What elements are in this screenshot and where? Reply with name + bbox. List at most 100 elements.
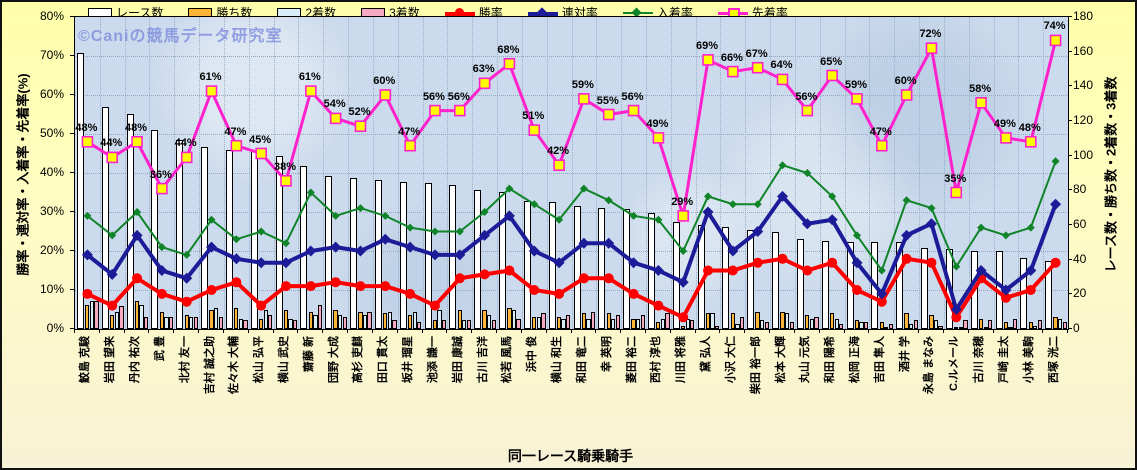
placing_rate-marker	[406, 223, 415, 232]
win_rate-marker	[206, 285, 217, 295]
finish_ahead_rate-data-label: 47%	[869, 125, 892, 138]
thirds-bar	[764, 322, 769, 329]
win_rate-marker	[901, 253, 912, 264]
placing_rate-marker	[629, 211, 638, 220]
quinella_rate-line	[86, 193, 1058, 315]
x-category-label: 和田 竜二	[575, 336, 588, 384]
thirds-bar	[715, 325, 720, 329]
x-category-label: 松岡 正海	[848, 336, 861, 384]
races-bar	[523, 200, 531, 329]
win_rate-marker	[752, 257, 763, 268]
left-axis-tick	[70, 328, 74, 329]
win_rate-marker	[727, 265, 738, 276]
x-axis-tick	[992, 329, 994, 333]
wins-bar	[159, 311, 164, 329]
x-category-label: 鮫島 克駿	[79, 336, 92, 384]
x-axis-title: 同一レース騎乗騎手	[507, 448, 634, 464]
quinella_rate-marker	[901, 229, 913, 241]
x-axis-tick	[1042, 329, 1044, 333]
x-axis-tick	[322, 329, 324, 333]
x-axis-tick	[297, 329, 299, 333]
x-category-label: 吉田 隼人	[873, 336, 886, 384]
finish_ahead_rate-marker	[975, 97, 987, 109]
placing_rate-marker	[604, 196, 613, 205]
wins-bar	[432, 320, 438, 329]
quinella_rate-marker	[379, 233, 391, 245]
right-axis-tick	[1068, 50, 1072, 52]
vertical-gridline	[298, 17, 300, 329]
right-axis-tick	[1068, 120, 1072, 121]
thirds-bar	[94, 301, 99, 329]
placing_rate-marker	[530, 200, 539, 209]
right-axis-tick-label: 60	[1073, 217, 1087, 231]
win_rate-marker	[529, 285, 540, 295]
wins-bar	[457, 309, 462, 329]
placing_rate-marker	[877, 266, 886, 275]
thirds-bar	[615, 315, 621, 329]
races-bar	[201, 147, 209, 329]
right-axis-tick	[1068, 85, 1072, 87]
thirds-bar	[938, 325, 943, 329]
finish_ahead_rate-marker	[1000, 132, 1012, 144]
finish_ahead_rate-data-label: 59%	[844, 78, 867, 91]
finish_ahead_rate-marker	[776, 73, 789, 86]
finish_ahead_rate-marker	[478, 77, 491, 90]
x-axis-tick	[843, 329, 845, 333]
races-bar	[176, 140, 184, 329]
left-axis-tick-label: 60%	[39, 87, 64, 101]
finish_ahead_rate-data-label: 29%	[671, 195, 694, 208]
x-axis-tick	[719, 329, 721, 333]
x-axis-tick	[371, 329, 373, 333]
races-bar	[772, 231, 780, 329]
seconds-bar	[288, 318, 293, 329]
races-bar	[921, 247, 929, 329]
right-axis-tick-label: 20	[1073, 286, 1087, 301]
win_rate-marker	[107, 300, 118, 311]
right-axis-tick-label: 120	[1073, 113, 1094, 127]
left-axis-tick-label: 50%	[39, 126, 64, 140]
win_rate-line	[86, 256, 1058, 322]
win_rate-marker	[454, 273, 465, 284]
x-category-label: 岩田 康誠	[451, 336, 464, 384]
x-axis-tick	[669, 329, 671, 333]
finish_ahead_rate-marker	[404, 139, 416, 152]
thirds-bar	[516, 318, 521, 329]
seconds-bar	[437, 309, 442, 329]
thirds-bar	[988, 320, 993, 329]
finish_ahead_rate-marker	[1024, 136, 1037, 148]
x-axis-tick	[421, 329, 423, 333]
finish_ahead_rate-data-label: 60%	[373, 75, 396, 87]
x-axis-tick	[148, 329, 150, 333]
placing_rate-marker	[83, 211, 92, 220]
win_rate-marker	[628, 288, 639, 299]
finish_ahead_rate-marker	[205, 85, 218, 97]
wins-bar	[283, 309, 289, 329]
seconds-bar	[387, 311, 392, 329]
finish_ahead_rate-marker	[826, 69, 838, 82]
x-axis-tick	[1017, 329, 1019, 333]
quinella_rate-marker	[628, 257, 640, 269]
seconds-bar	[238, 318, 244, 329]
quinella_rate-marker	[429, 249, 441, 261]
races-bar	[1045, 261, 1053, 329]
quinella_rate-marker	[826, 214, 838, 226]
left-axis-tick	[70, 172, 74, 173]
finish_ahead_rate-data-label: 42%	[547, 145, 570, 158]
finish_ahead_rate-marker	[280, 175, 292, 187]
finish_ahead_rate-data-label: 44%	[174, 137, 197, 150]
left-axis-tick	[70, 94, 74, 95]
x-axis-tick	[545, 329, 547, 333]
thirds-bar	[963, 320, 968, 329]
seconds-bar	[834, 318, 839, 329]
finish_ahead_rate-data-label: 66%	[720, 51, 743, 64]
thirds-bar	[566, 315, 571, 329]
x-axis-tick	[272, 329, 274, 333]
x-category-label: 横山 和生	[551, 336, 564, 384]
win_rate-marker	[156, 288, 167, 299]
quinella_rate-marker	[702, 206, 714, 218]
left-axis-tick-label: 0%	[46, 321, 64, 335]
placing_rate-marker	[927, 204, 936, 213]
thirds-bar	[665, 313, 670, 329]
quinella_rate-marker	[677, 276, 689, 288]
seconds-bar	[487, 315, 492, 329]
